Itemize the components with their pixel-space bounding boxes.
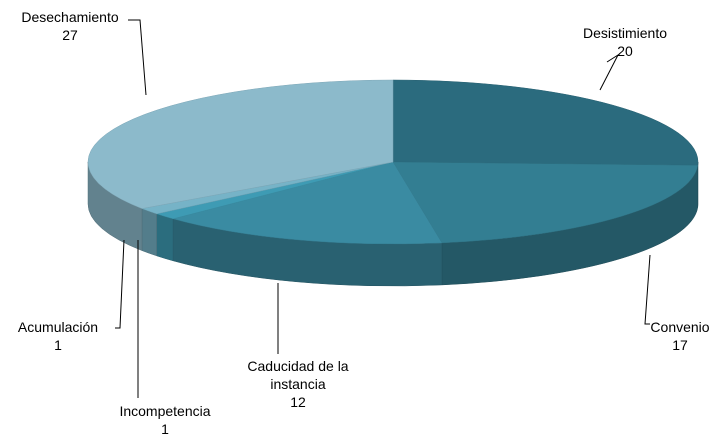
data-label: Desechamiento 27 bbox=[0, 8, 140, 44]
data-label: Convenio 17 bbox=[635, 318, 725, 354]
value-label: 20 bbox=[617, 43, 633, 59]
slice bbox=[392, 79, 699, 166]
leader-line bbox=[128, 19, 147, 96]
leader-line bbox=[599, 53, 620, 91]
slice-side bbox=[141, 208, 157, 257]
value-label: 12 bbox=[290, 394, 306, 410]
slice bbox=[172, 161, 443, 245]
category-label: Incompetencia bbox=[119, 403, 211, 419]
data-label: Desistimiento 20 bbox=[560, 24, 690, 60]
slice bbox=[392, 161, 699, 244]
leader-line bbox=[115, 239, 125, 329]
value-label: 1 bbox=[54, 337, 62, 353]
value-label: 17 bbox=[672, 337, 688, 353]
data-label: Acumulación 1 bbox=[3, 318, 113, 354]
category-label: Desechamiento bbox=[21, 9, 119, 25]
leader-line bbox=[644, 254, 651, 325]
slice-side bbox=[156, 213, 174, 262]
category-label: Convenio bbox=[650, 319, 710, 335]
category-label: Desistimiento bbox=[582, 25, 668, 41]
slice bbox=[87, 79, 394, 209]
category-label: Caducidad de la instancia bbox=[247, 358, 349, 392]
value-label: 27 bbox=[62, 27, 78, 43]
data-label: Incompetencia 1 bbox=[100, 402, 230, 438]
category-label: Acumulación bbox=[17, 319, 99, 335]
data-label: Caducidad de la instancia 12 bbox=[233, 357, 363, 411]
value-label: 1 bbox=[161, 421, 169, 437]
